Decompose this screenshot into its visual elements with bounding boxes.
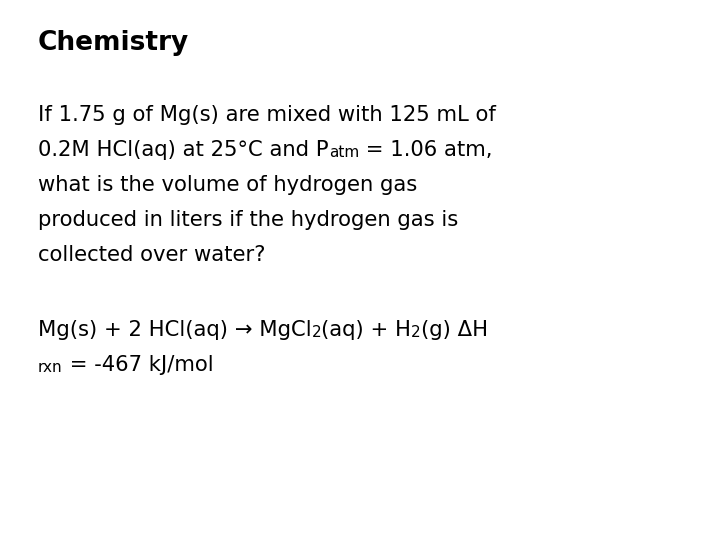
Text: = -467 kJ/mol: = -467 kJ/mol [63, 355, 213, 375]
Text: what is the volume of hydrogen gas: what is the volume of hydrogen gas [38, 175, 418, 195]
Text: 2: 2 [411, 325, 421, 340]
Text: produced in liters if the hydrogen gas is: produced in liters if the hydrogen gas i… [38, 210, 458, 230]
Text: collected over water?: collected over water? [38, 245, 266, 265]
Text: rxn: rxn [38, 360, 63, 375]
Text: = 1.06 atm,: = 1.06 atm, [359, 140, 492, 160]
Text: 2: 2 [312, 325, 321, 340]
Text: Chemistry: Chemistry [38, 30, 189, 56]
Text: atm: atm [328, 145, 359, 160]
Text: Mg(s) + 2 HCl(aq) → MgCl: Mg(s) + 2 HCl(aq) → MgCl [38, 320, 312, 340]
Text: (g) ΔH: (g) ΔH [421, 320, 488, 340]
Text: If 1.75 g of Mg(s) are mixed with 125 mL of: If 1.75 g of Mg(s) are mixed with 125 mL… [38, 105, 496, 125]
Text: 0.2M HCl(aq) at 25°C and P: 0.2M HCl(aq) at 25°C and P [38, 140, 328, 160]
Text: (aq) + H: (aq) + H [321, 320, 411, 340]
